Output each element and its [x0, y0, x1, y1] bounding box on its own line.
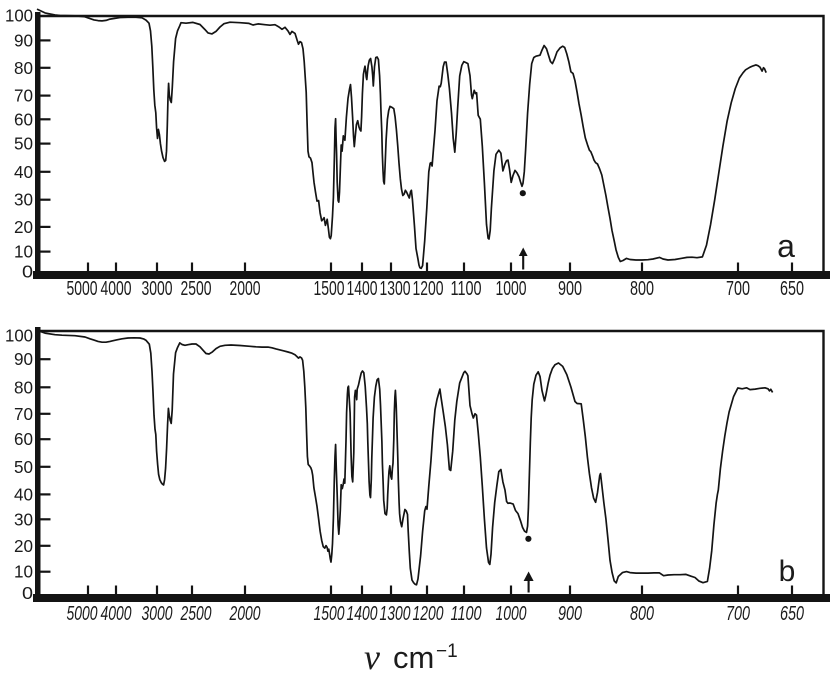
svg-text:a: a	[777, 228, 795, 264]
svg-text:2000: 2000	[229, 602, 261, 625]
svg-text:1500: 1500	[314, 277, 345, 300]
svg-text:ν: ν	[364, 637, 380, 677]
svg-text:30: 30	[14, 190, 33, 210]
svg-text:1200: 1200	[413, 277, 444, 300]
svg-text:1400: 1400	[347, 277, 378, 300]
svg-text:70: 70	[14, 404, 33, 424]
svg-text:10: 10	[14, 242, 33, 262]
svg-text:0: 0	[22, 261, 33, 281]
svg-text:20: 20	[14, 536, 33, 556]
svg-text:4000: 4000	[101, 602, 132, 625]
svg-text:10: 10	[14, 562, 33, 582]
svg-text:90: 90	[14, 30, 33, 50]
svg-text:40: 40	[14, 162, 33, 182]
svg-text:1300: 1300	[380, 277, 411, 300]
svg-text:1000: 1000	[496, 602, 527, 625]
svg-text:3000: 3000	[142, 602, 173, 625]
svg-text:20: 20	[14, 217, 33, 237]
svg-text:80: 80	[14, 58, 33, 78]
svg-text:650: 650	[780, 602, 804, 625]
svg-text:1100: 1100	[451, 602, 482, 625]
svg-text:900: 900	[558, 602, 582, 625]
svg-text:2500: 2500	[180, 602, 212, 625]
svg-text:80: 80	[14, 377, 33, 397]
svg-text:cm: cm	[393, 640, 434, 675]
svg-text:700: 700	[726, 602, 750, 625]
svg-text:2000: 2000	[230, 277, 261, 300]
svg-text:70: 70	[14, 86, 33, 106]
svg-text:−1: −1	[436, 641, 458, 662]
svg-text:5000: 5000	[67, 277, 98, 300]
svg-text:50: 50	[14, 134, 33, 154]
svg-text:90: 90	[14, 349, 33, 369]
svg-text:3000: 3000	[142, 277, 173, 300]
svg-text:800: 800	[630, 277, 654, 300]
svg-text:700: 700	[726, 277, 750, 300]
svg-text:100: 100	[5, 325, 33, 345]
svg-text:1400: 1400	[347, 602, 378, 625]
svg-text:100: 100	[5, 6, 33, 26]
svg-text:50: 50	[14, 457, 33, 477]
svg-text:800: 800	[630, 602, 654, 625]
svg-text:b: b	[779, 555, 796, 588]
svg-text:40: 40	[14, 484, 33, 504]
svg-text:30: 30	[14, 509, 33, 529]
svg-text:1500: 1500	[314, 602, 345, 625]
svg-text:60: 60	[14, 109, 33, 129]
svg-text:2500: 2500	[181, 277, 212, 300]
svg-text:900: 900	[558, 277, 582, 300]
svg-text:1300: 1300	[380, 602, 411, 625]
svg-text:5000: 5000	[67, 602, 98, 625]
svg-text:1100: 1100	[451, 277, 482, 300]
svg-text:1200: 1200	[413, 602, 444, 625]
svg-text:4000: 4000	[101, 277, 132, 300]
svg-text:0: 0	[22, 583, 33, 603]
svg-text:1000: 1000	[496, 277, 527, 300]
svg-text:60: 60	[14, 429, 33, 449]
svg-text:650: 650	[780, 277, 804, 300]
